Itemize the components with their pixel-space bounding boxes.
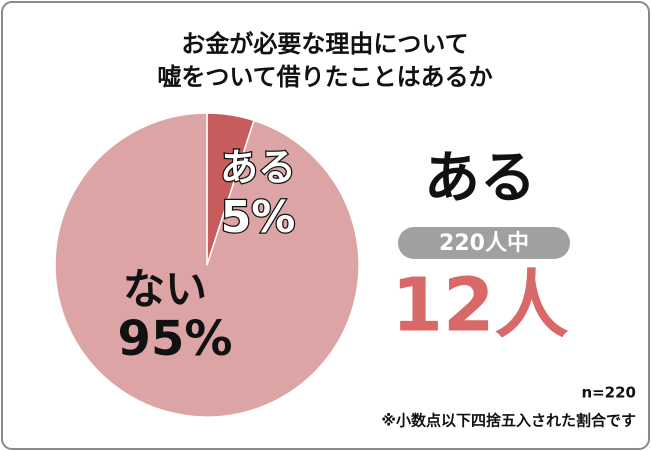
highlight-label: ある [424,146,536,211]
note: ※小数点以下四捨五入された割合です [381,412,636,430]
slice-label: ある [220,146,296,190]
slice-value: 95% [118,311,233,367]
count-label: 12人 [392,263,569,349]
chart-title: 嘘をついて借りたことはあるか [157,63,492,91]
slice-value: 5% [221,192,296,243]
note: n=220 [581,384,636,402]
chart-title: お金が必要な理由について [181,30,468,58]
pill-label: 220人中 [439,231,529,256]
pill [398,227,570,259]
pie-slice [54,112,360,418]
slice-label: ない [123,265,207,314]
